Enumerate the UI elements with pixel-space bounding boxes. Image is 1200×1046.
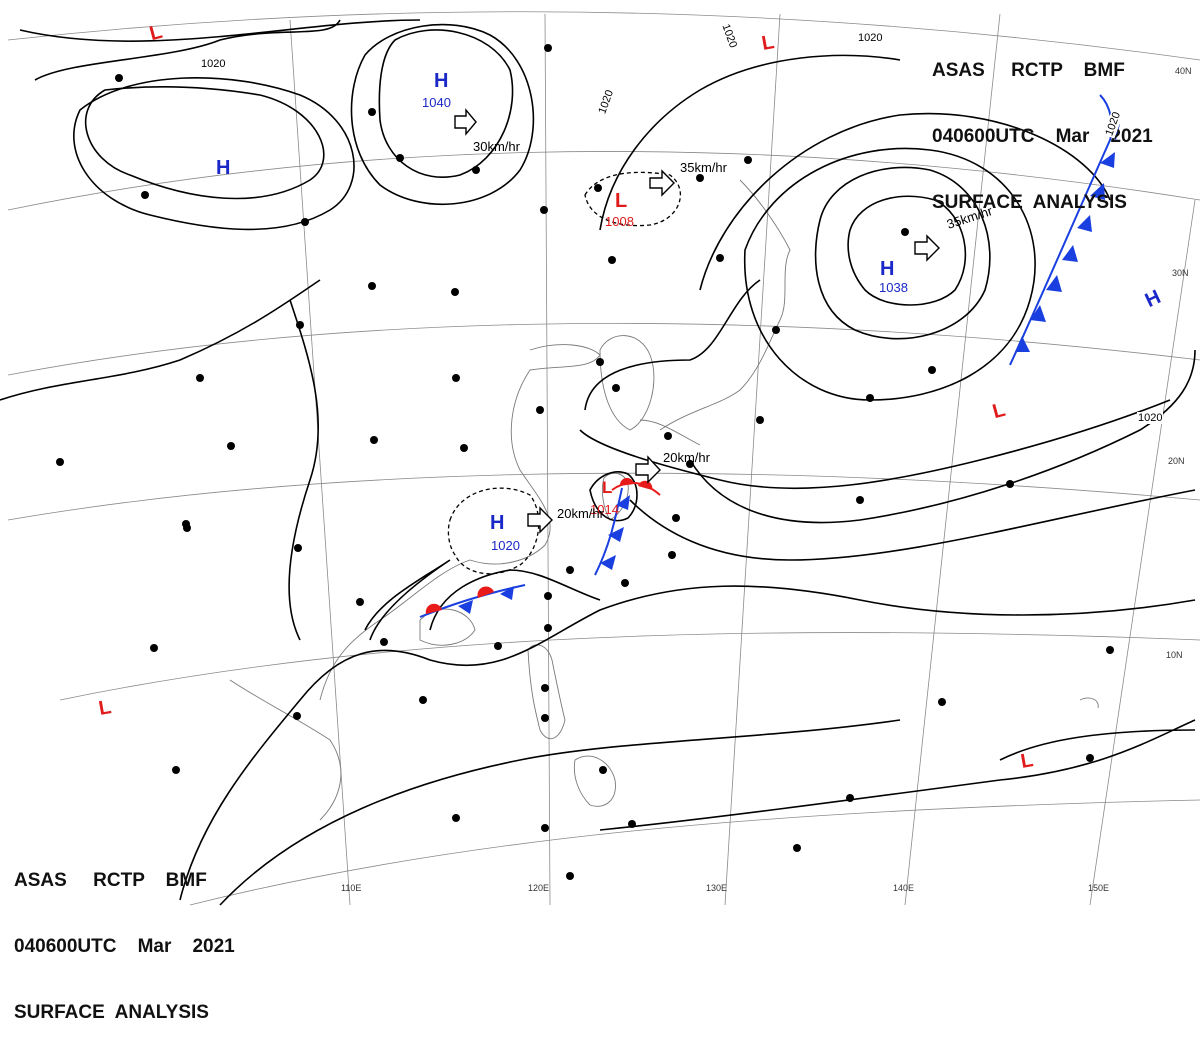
header-line-2: 040600UTC Mar 2021 xyxy=(932,126,1153,147)
lat-lon-graticule xyxy=(7,11,1200,906)
header-line-3: SURFACE ANALYSIS xyxy=(14,1002,209,1023)
header-line-1: ASAS RCTP BMF xyxy=(932,60,1125,81)
low-pressure-marker: L xyxy=(602,478,613,497)
high-pressure-marker: H xyxy=(216,157,231,179)
high-pressure-marker: H xyxy=(880,258,895,280)
lat-label: 10N xyxy=(1166,650,1183,660)
header-line-3: SURFACE ANALYSIS xyxy=(932,192,1127,213)
high-pressure-value: 1038 xyxy=(879,280,908,295)
low-pressure-marker: L xyxy=(615,190,628,212)
movement-speed: 20km/hr xyxy=(663,450,710,465)
header-bottom: ASAS RCTP BMF 040600UTC Mar 2021 SURFACE… xyxy=(14,826,235,1046)
warm-fronts xyxy=(425,477,661,614)
isobar-label: 1020 xyxy=(200,58,227,70)
isobar-label: 1020 xyxy=(857,32,884,44)
movement-speed: 30km/hr xyxy=(473,139,520,154)
lon-label: 130E xyxy=(706,883,728,893)
movement-speed: 35km/hr xyxy=(680,160,727,175)
isobars xyxy=(0,19,1196,906)
low-pressure-value: 1014 xyxy=(590,502,619,517)
header-line-2: 040600UTC Mar 2021 xyxy=(14,936,235,957)
station-plots xyxy=(56,44,1114,880)
lon-label: 150E xyxy=(1088,883,1110,893)
lat-label: 40N xyxy=(1175,66,1192,76)
isobar-label: 1020 xyxy=(1137,412,1164,424)
coastlines xyxy=(229,179,1099,821)
lon-label: 110E xyxy=(341,883,362,893)
low-pressure-value: 1008 xyxy=(605,214,634,229)
high-pressure-marker: H xyxy=(490,512,505,534)
high-pressure-value: 1040 xyxy=(422,95,451,110)
lon-label: 140E xyxy=(893,883,915,893)
high-pressure-value: 1020 xyxy=(491,538,520,553)
lat-label: 20N xyxy=(1168,456,1185,466)
header-line-1: ASAS RCTP BMF xyxy=(14,870,207,891)
lon-label: 120E xyxy=(528,883,550,893)
lat-label: 30N xyxy=(1172,268,1189,278)
high-pressure-marker: H xyxy=(434,70,449,92)
movement-speed: 20km/hr xyxy=(557,506,604,521)
motion-arrows xyxy=(454,108,940,534)
header-top: ASAS RCTP BMF 040600UTC Mar 2021 SURFACE… xyxy=(932,16,1153,236)
